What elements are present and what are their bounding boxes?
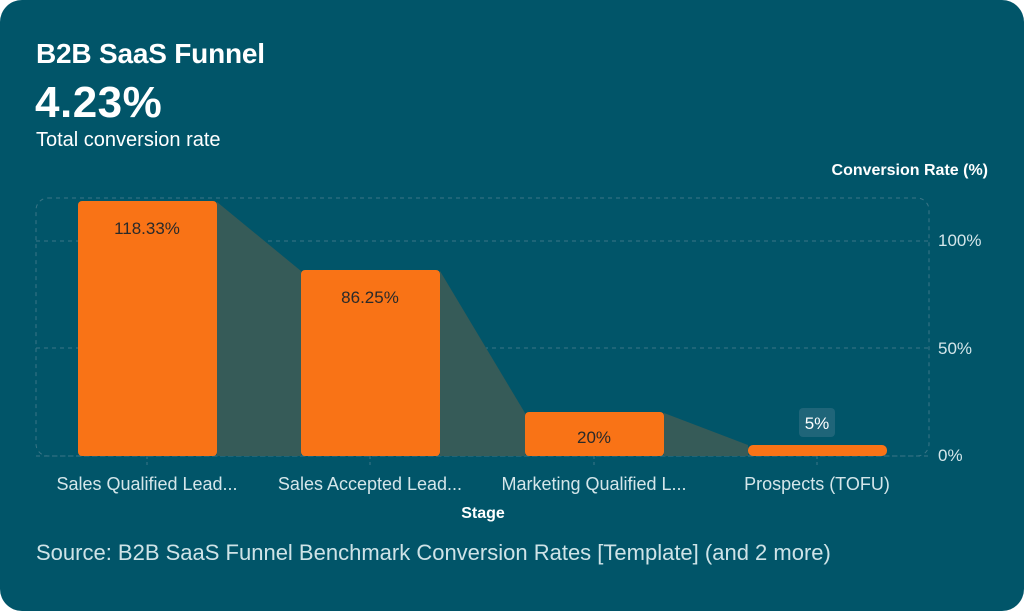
bar-sales-accepted-leads[interactable] — [301, 270, 440, 456]
y-tick-0: 0% — [938, 446, 963, 465]
value-tag-bg — [799, 408, 835, 437]
x-label-sales-qualified-leads: Sales Qualified Lead... — [56, 474, 238, 494]
kpi-label: Total conversion rate — [36, 129, 221, 151]
plot-frame — [35, 197, 930, 457]
kpi-value: 4.23% — [35, 78, 163, 127]
bar-value-label: 5% — [805, 414, 830, 433]
y-tick-100: 100% — [938, 231, 982, 250]
x-label-sales-accepted-leads: Sales Accepted Lead... — [277, 474, 463, 494]
source-note: Source: B2B SaaS Funnel Benchmark Conver… — [36, 540, 831, 565]
bar-value-label: 118.33% — [114, 219, 180, 238]
chart-title: B2B SaaS Funnel — [36, 38, 265, 69]
funnel-connector — [217, 202, 301, 456]
y-axis-title: Conversion Rate (%) — [831, 162, 988, 179]
x-label-marketing-qualified-leads: Marketing Qualified L... — [501, 474, 687, 494]
bar-sales-qualified-leads[interactable] — [78, 201, 217, 456]
bar-marketing-qualified-leads[interactable] — [525, 412, 664, 456]
bar-value-label: 86.25% — [341, 288, 399, 307]
funnel-connector — [664, 413, 748, 456]
x-axis-title: Stage — [461, 505, 505, 522]
x-label-prospects-tofu: Prospects (TOFU) — [744, 474, 890, 494]
bar-prospects-tofu[interactable] — [748, 445, 887, 456]
y-tick-50: 50% — [938, 339, 973, 358]
bar-value-label: 20% — [577, 428, 611, 447]
funnel-connector — [440, 271, 525, 456]
